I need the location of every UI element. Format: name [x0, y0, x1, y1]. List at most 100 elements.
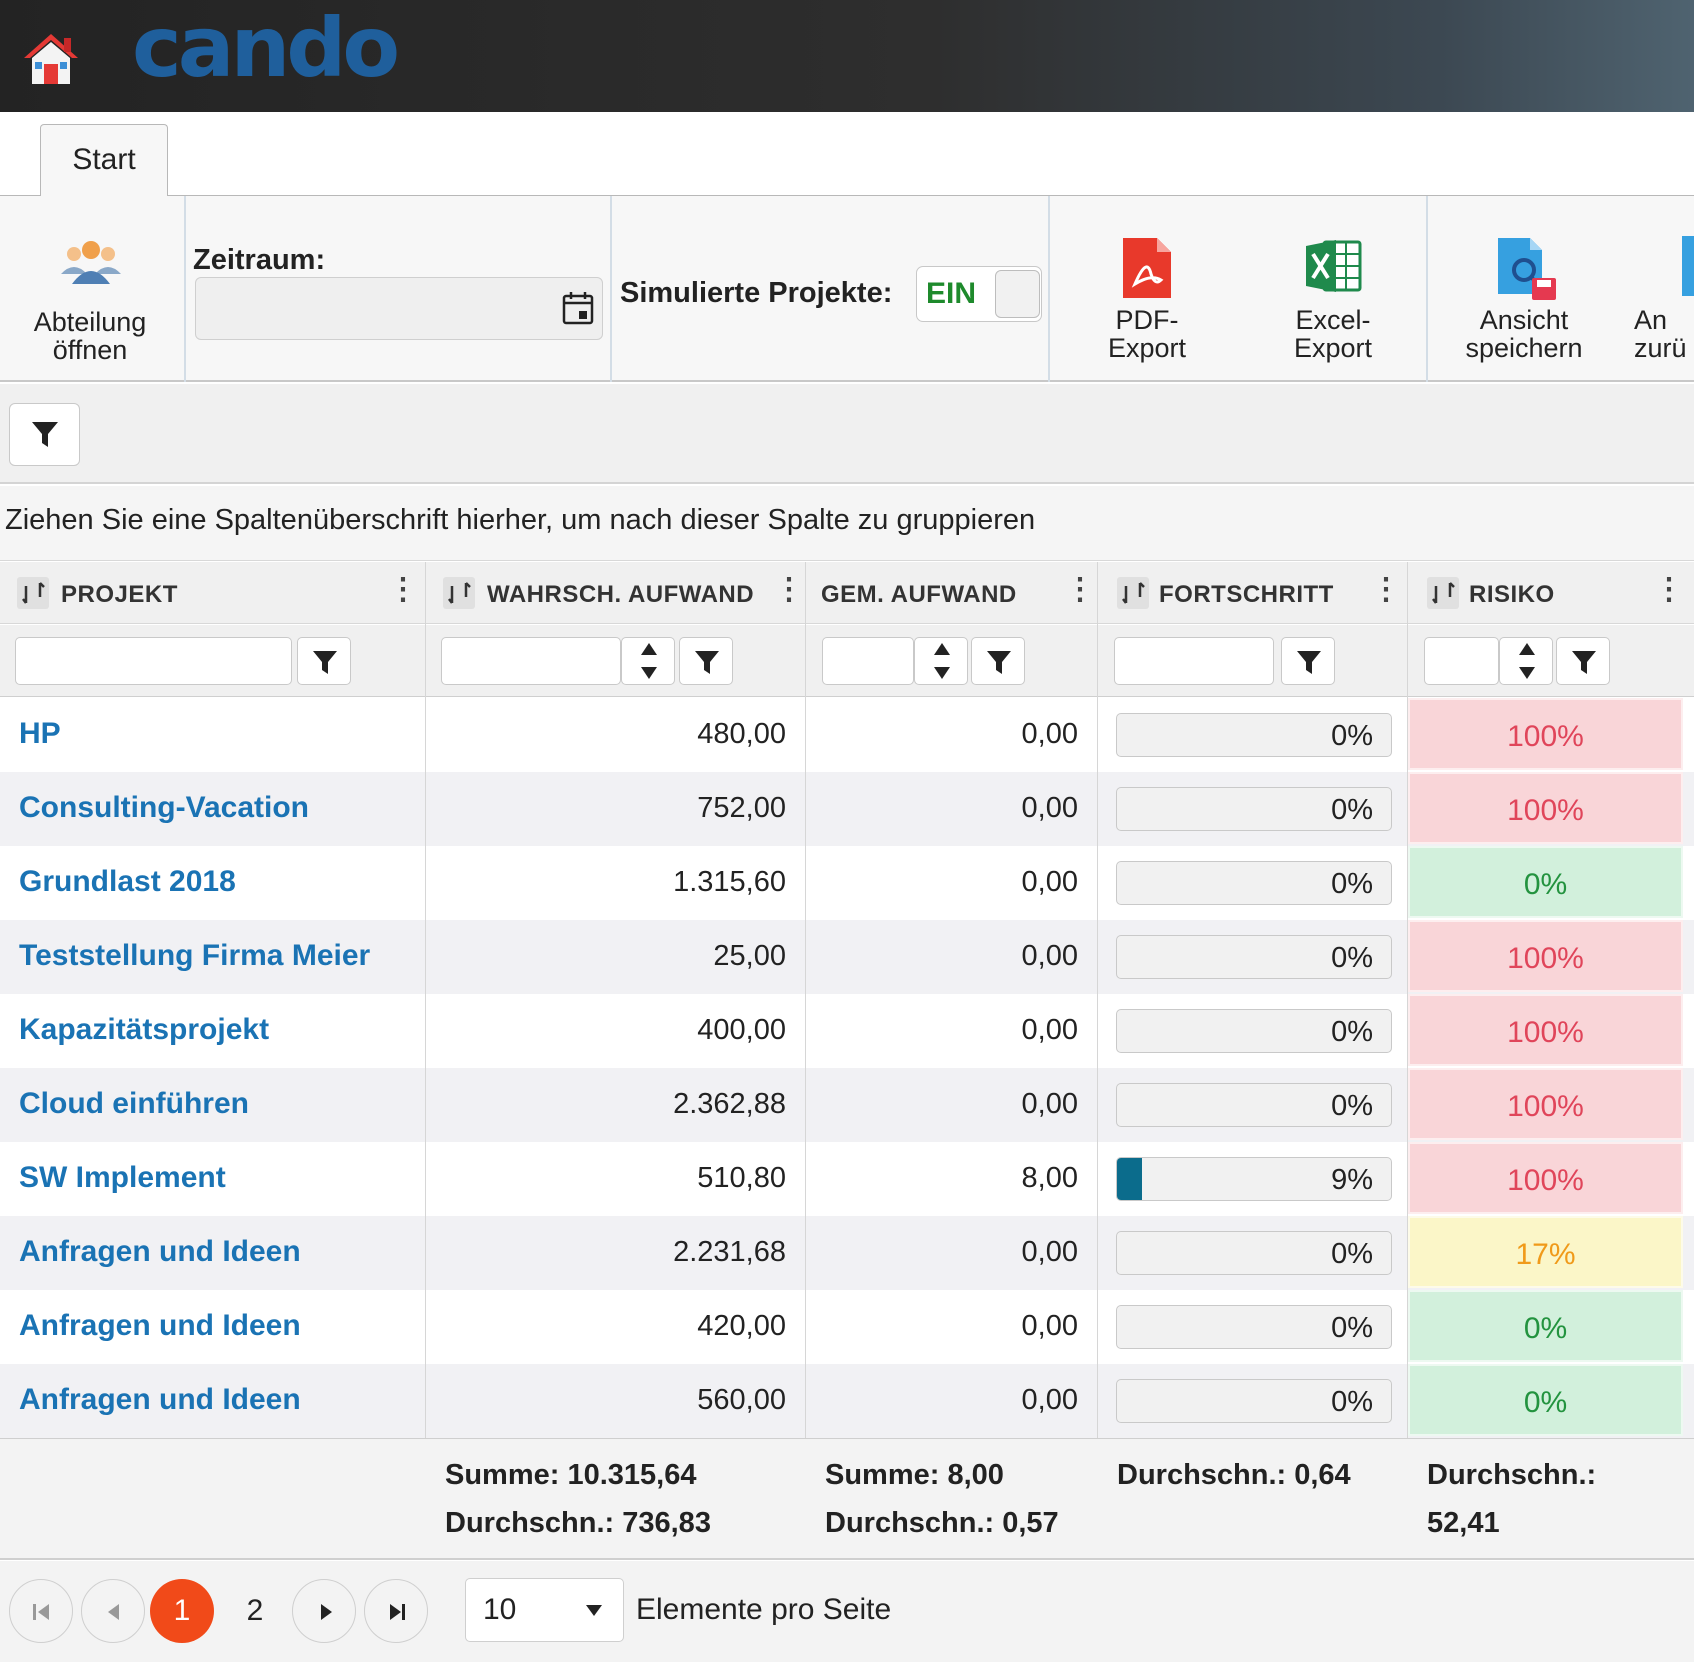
- project-link[interactable]: Kapazitätsprojekt: [19, 1013, 270, 1046]
- open-department-label: Abteilung: [33, 307, 147, 337]
- sort-icon[interactable]: [1117, 577, 1149, 609]
- kebab-menu-icon[interactable]: ⋮: [1371, 573, 1401, 606]
- probable-effort-spinner[interactable]: [621, 637, 675, 685]
- table-row[interactable]: Kapazitätsprojekt 400,00 0,00 0% 100%: [0, 994, 1694, 1068]
- column-header-label: RISIKO: [1469, 581, 1555, 608]
- sort-icon[interactable]: [17, 577, 49, 609]
- project-link[interactable]: Cloud einführen: [19, 1087, 249, 1120]
- previous-page-button[interactable]: [81, 1579, 145, 1643]
- column-header-progress[interactable]: FORTSCHRITT ⋮: [1114, 562, 1404, 624]
- pdf-export-label: PDF-: [1115, 305, 1179, 335]
- project-link[interactable]: Anfragen und Ideen: [19, 1309, 301, 1342]
- filter-toggle-button[interactable]: [9, 403, 80, 466]
- reported-effort-cell: 0,00: [1021, 1014, 1078, 1046]
- reported-effort-cell: 0,00: [1021, 940, 1078, 972]
- progress-bar: 0%: [1116, 1305, 1392, 1349]
- probable-effort-cell: 400,00: [697, 1014, 786, 1046]
- column-header-probable-effort[interactable]: WAHRSCH. AUFWAND ⋮: [440, 562, 804, 624]
- probable-effort-cell: 25,00: [713, 940, 786, 972]
- probable-effort-sum: Summe: 10.315,64: [445, 1459, 697, 1491]
- column-divider: [1407, 562, 1408, 1560]
- risk-cell: 100%: [1408, 920, 1683, 992]
- save-view-button[interactable]: Ansicht speichern: [1448, 232, 1600, 372]
- column-divider: [425, 562, 426, 1560]
- column-header-risk[interactable]: RISIKO ⋮: [1424, 562, 1684, 624]
- progress-bar: 0%: [1116, 935, 1392, 979]
- kebab-menu-icon[interactable]: ⋮: [774, 573, 804, 606]
- probable-effort-cell: 510,80: [697, 1162, 786, 1194]
- last-page-button[interactable]: [364, 1579, 428, 1643]
- probable-effort-cell: 2.231,68: [673, 1236, 786, 1268]
- toggle-knob[interactable]: [995, 270, 1040, 318]
- first-page-button[interactable]: [9, 1579, 73, 1643]
- project-link[interactable]: Teststellung Firma Meier: [19, 939, 371, 972]
- column-header-reported-effort[interactable]: GEM. AUFWAND ⋮: [806, 562, 1096, 624]
- progress-text: 0%: [1331, 720, 1373, 752]
- excel-export-button[interactable]: Excel- Export: [1266, 232, 1400, 372]
- risk-spinner[interactable]: [1499, 637, 1553, 685]
- project-link[interactable]: Grundlast 2018: [19, 865, 236, 898]
- filter-bar: [0, 384, 1694, 484]
- risk-cell: 0%: [1408, 1290, 1683, 1362]
- probable-effort-filter-button[interactable]: [679, 637, 733, 685]
- table-row[interactable]: Anfragen und Ideen 560,00 0,00 0% 0%: [0, 1364, 1694, 1438]
- group-panel[interactable]: [0, 486, 1694, 561]
- funnel-icon: [30, 419, 60, 454]
- table-row[interactable]: Grundlast 2018 1.315,60 0,00 0% 0%: [0, 846, 1694, 920]
- reported-effort-cell: 0,00: [1021, 1236, 1078, 1268]
- table-row[interactable]: SW Implement 510,80 8,00 9% 100%: [0, 1142, 1694, 1216]
- page-size-select[interactable]: [465, 1578, 624, 1642]
- kebab-menu-icon[interactable]: ⋮: [388, 573, 418, 606]
- calendar-icon[interactable]: [562, 291, 594, 325]
- sort-icon[interactable]: [443, 577, 475, 609]
- next-page-button[interactable]: [292, 1579, 356, 1643]
- progress-text: 0%: [1331, 1386, 1373, 1418]
- column-header-label: WAHRSCH. AUFWAND: [487, 581, 755, 608]
- tab-start[interactable]: Start: [40, 124, 168, 197]
- risk-filter-input[interactable]: [1424, 637, 1499, 685]
- reported-effort-cell: 0,00: [1021, 718, 1078, 750]
- table-row[interactable]: Teststellung Firma Meier 25,00 0,00 0% 100%: [0, 920, 1694, 994]
- reported-effort-filter-input[interactable]: [822, 637, 914, 685]
- risk-average-label: Durchschn.:: [1427, 1459, 1597, 1491]
- table-row[interactable]: HP 480,00 0,00 0% 100%: [0, 698, 1694, 772]
- table-row[interactable]: Anfragen und Ideen 2.231,68 0,00 0% 17%: [0, 1216, 1694, 1290]
- kebab-menu-icon[interactable]: ⋮: [1065, 573, 1095, 606]
- probable-effort-cell: 752,00: [697, 792, 786, 824]
- progress-filter-input[interactable]: [1114, 637, 1274, 685]
- sort-icon[interactable]: [1427, 577, 1459, 609]
- project-filter-input[interactable]: [15, 637, 292, 685]
- project-link[interactable]: Anfragen und Ideen: [19, 1235, 301, 1268]
- risk-filter-button[interactable]: [1556, 637, 1610, 685]
- column-divider: [1097, 562, 1098, 1560]
- reported-effort-filter-button[interactable]: [971, 637, 1025, 685]
- page-button-current[interactable]: 1: [150, 1579, 214, 1643]
- open-department-button[interactable]: Abteilung öffnen: [10, 240, 170, 370]
- reported-effort-cell: 8,00: [1021, 1162, 1078, 1194]
- column-header-label: FORTSCHRITT: [1159, 581, 1334, 608]
- ribbon-separator: [184, 196, 186, 382]
- period-input[interactable]: [195, 277, 603, 340]
- table-row[interactable]: Cloud einführen 2.362,88 0,00 0% 100%: [0, 1068, 1694, 1142]
- reported-effort-spinner[interactable]: [914, 637, 968, 685]
- risk-cell: 100%: [1408, 994, 1683, 1066]
- project-filter-button[interactable]: [297, 637, 351, 685]
- house-icon[interactable]: [22, 30, 80, 88]
- project-link[interactable]: Anfragen und Ideen: [19, 1383, 301, 1416]
- pdf-export-button[interactable]: PDF- Export: [1080, 232, 1214, 372]
- project-link[interactable]: Consulting-Vacation: [19, 791, 310, 824]
- table-row[interactable]: Consulting-Vacation 752,00 0,00 0% 100%: [0, 772, 1694, 846]
- probable-effort-filter-input[interactable]: [441, 637, 621, 685]
- reported-effort-cell: 0,00: [1021, 866, 1078, 898]
- progress-filter-button[interactable]: [1281, 637, 1335, 685]
- progress-bar: 0%: [1116, 713, 1392, 757]
- table-row[interactable]: Anfragen und Ideen 420,00 0,00 0% 0%: [0, 1290, 1694, 1364]
- column-header-project[interactable]: PROJEKT ⋮: [14, 562, 418, 624]
- reset-view-label: zurü: [1634, 333, 1687, 363]
- kebab-menu-icon[interactable]: ⋮: [1654, 573, 1684, 606]
- page-button[interactable]: 2: [246, 1594, 264, 1627]
- project-link[interactable]: SW Implement: [19, 1161, 226, 1194]
- project-link[interactable]: HP: [19, 717, 61, 750]
- reset-view-button[interactable]: An zurü: [1630, 232, 1694, 372]
- chevron-down-icon: [586, 1605, 602, 1616]
